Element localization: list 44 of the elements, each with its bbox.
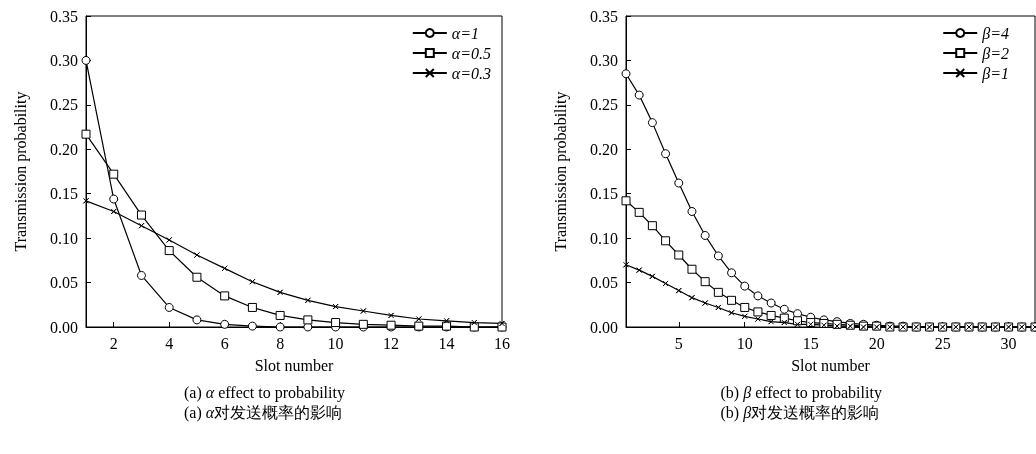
- text: (b) β对发送概率的影响: [720, 403, 880, 422]
- x-tick-label: 8: [276, 334, 285, 352]
- x-tick-label: 14: [438, 334, 455, 352]
- legend-label: α=1: [451, 24, 480, 42]
- legend-label: β=1: [981, 64, 1009, 83]
- y-tick-label: 0.10: [50, 229, 78, 247]
- y-tick-label: 0.15: [50, 185, 78, 203]
- y-tick-label: 0.00: [590, 318, 618, 336]
- y-tick-label: 0.20: [50, 140, 78, 158]
- y-tick-label: 0.25: [50, 96, 78, 114]
- x-tick-label: 10: [327, 334, 344, 352]
- y-tick-label: 0.25: [590, 96, 618, 114]
- y-tick-label: 0.10: [590, 229, 618, 247]
- x-axis-title: Slot number: [254, 356, 334, 374]
- text: (b) β effect to probability: [720, 383, 882, 402]
- y-tick-label: 0.35: [50, 7, 78, 25]
- y-tick-label: 0.00: [50, 318, 78, 336]
- x-tick-label: 15: [802, 334, 819, 352]
- x-tick-label: 25: [934, 334, 951, 352]
- x-tick-label: 10: [736, 334, 753, 352]
- x-tick-label: 2: [109, 334, 118, 352]
- x-tick-label: 12: [383, 334, 400, 352]
- x-tick-label: 6: [220, 334, 229, 352]
- x-tick-label: 30: [1000, 334, 1017, 352]
- y-axis-title: Transmission probability: [551, 91, 570, 252]
- legend-label: β=2: [981, 44, 1009, 63]
- legend-label: β=4: [981, 24, 1009, 43]
- text: (a) α effect to probability: [184, 383, 345, 402]
- y-tick-label: 0.05: [590, 274, 618, 292]
- x-axis-title: Slot number: [791, 356, 871, 374]
- y-tick-label: 0.15: [590, 185, 618, 203]
- y-tick-label: 0.30: [50, 51, 78, 69]
- legend-label: α=0.3: [451, 64, 492, 82]
- y-tick-label: 0.05: [50, 274, 78, 292]
- x-tick-label: 20: [868, 334, 885, 352]
- x-tick-label: 4: [165, 334, 174, 352]
- y-tick-label: 0.35: [590, 7, 618, 25]
- y-tick-label: 0.30: [590, 51, 618, 69]
- legend-label: α=0.5: [451, 44, 492, 62]
- text: (a) α对发送概率的影响: [184, 403, 343, 422]
- x-tick-label: 5: [674, 334, 683, 352]
- y-axis-title: Transmission probability: [11, 91, 30, 252]
- x-tick-label: 16: [494, 334, 510, 352]
- y-tick-label: 0.20: [590, 140, 618, 158]
